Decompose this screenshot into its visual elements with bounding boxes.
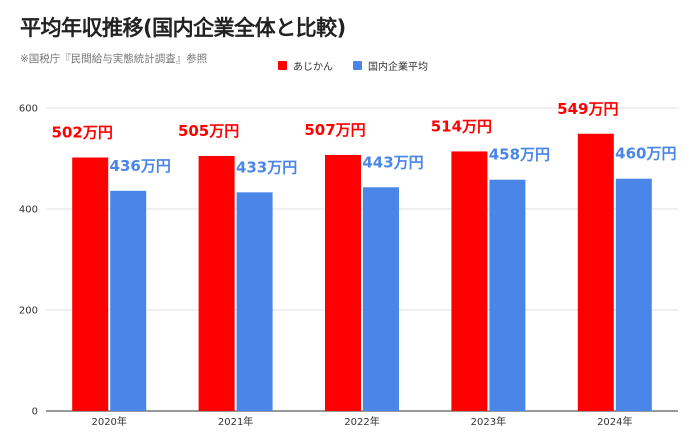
x-tick-label: 2022年 <box>344 415 379 428</box>
legend-item-series-0: あじかん <box>278 58 333 73</box>
bar-series-0 <box>325 154 361 411</box>
bar-series-1 <box>363 187 399 411</box>
y-tick-label: 0 <box>32 407 38 418</box>
legend-swatch-series-1 <box>353 61 362 70</box>
x-tick-label: 2021年 <box>218 415 253 428</box>
bar-series-0 <box>451 151 488 411</box>
data-label-series-0: 502万円 <box>52 123 113 141</box>
legend-label-series-0: あじかん <box>293 62 333 73</box>
legend-item-series-1: 国内企業平均 <box>353 58 428 73</box>
legend-label-series-1: 国内企業平均 <box>368 62 428 73</box>
data-label-series-1: 436万円 <box>110 157 171 175</box>
x-tick-label: 2023年 <box>471 415 506 428</box>
bar-series-1 <box>615 178 652 411</box>
legend-swatch-series-0 <box>278 61 287 70</box>
x-tick-label: 2024年 <box>597 415 632 428</box>
y-tick-label: 600 <box>19 104 38 115</box>
data-label-series-0: 505万円 <box>178 122 239 140</box>
data-label-series-0: 549万円 <box>557 100 618 118</box>
legend: あじかん 国内企業平均 <box>278 58 428 73</box>
data-label-series-1: 458万円 <box>489 146 550 164</box>
bar-series-1 <box>236 192 273 411</box>
data-label-series-0: 507万円 <box>304 121 365 139</box>
bar-series-0 <box>198 155 235 411</box>
x-tick-label: 2020年 <box>91 415 126 428</box>
data-label-series-0: 514万円 <box>431 117 492 135</box>
bar-series-0 <box>72 157 109 411</box>
bar-series-0 <box>577 133 614 411</box>
data-label-series-1: 443万円 <box>362 153 423 171</box>
bar-series-1 <box>489 179 526 411</box>
data-label-series-1: 433万円 <box>236 158 297 176</box>
bar-series-1 <box>110 190 147 411</box>
data-label-series-1: 460万円 <box>615 145 676 163</box>
chart-subtitle: ※国税庁『民間給与実態統計調査』参照 <box>20 53 208 65</box>
y-tick-label: 400 <box>19 205 38 216</box>
y-tick-label: 200 <box>19 306 38 317</box>
chart-title: 平均年収推移(国内企業全体と比較) <box>20 16 346 40</box>
